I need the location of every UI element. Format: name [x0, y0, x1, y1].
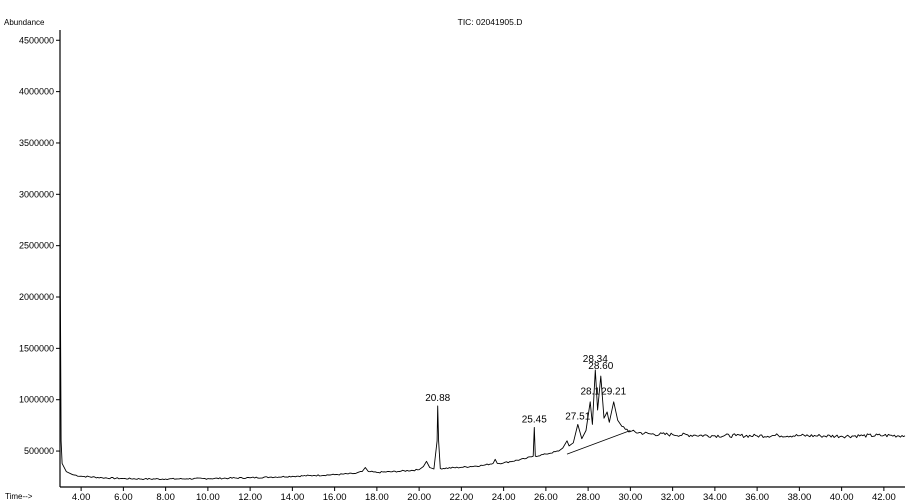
- x-tick-label: 26.00: [534, 492, 558, 503]
- x-tick-label: 16.00: [323, 492, 347, 503]
- y-tick-label: 3000000: [19, 189, 54, 199]
- peak-label: 25.45: [522, 414, 547, 425]
- y-tick-label: 1000000: [19, 395, 54, 405]
- x-tick-label: 22.00: [449, 492, 473, 503]
- peak-label: 27.51: [565, 411, 590, 422]
- x-tick-label: 32.00: [661, 492, 685, 503]
- x-tick-label: 42.00: [872, 492, 896, 503]
- y-tick-label: 3500000: [19, 138, 54, 148]
- peak-label: 28.60: [588, 361, 613, 372]
- peak-label: 20.88: [425, 393, 450, 404]
- peak-label: 28.34: [583, 354, 608, 365]
- x-axis-title: Time-->: [5, 492, 33, 501]
- y-ticks: 500000 1000000 1500000 2000000 2500000 300000…: [19, 35, 60, 456]
- x-tick-label: 18.00: [365, 492, 389, 503]
- axes: [59, 30, 905, 488]
- series: [59, 35, 906, 481]
- peak-label: 28.1: [581, 387, 601, 398]
- y-tick-label: 500000: [24, 446, 54, 456]
- y-tick-label: 4500000: [19, 35, 54, 45]
- x-tick-label: 34.00: [703, 492, 727, 503]
- x-tick-label: 24.00: [492, 492, 516, 503]
- x-tick-label: 28.00: [576, 492, 600, 503]
- y-tick-label: 4000000: [19, 87, 54, 97]
- y-tick-label: 1500000: [19, 343, 54, 353]
- x-tick-label: 20.00: [407, 492, 431, 503]
- x-tick-label: 38.00: [787, 492, 811, 503]
- y-tick-label: 2000000: [19, 292, 54, 302]
- x-tick-label: 30.00: [618, 492, 642, 503]
- peak-label: 29.21: [601, 387, 626, 398]
- y-tick-label: 2500000: [19, 241, 54, 251]
- x-tick-label: 8.00: [156, 492, 175, 503]
- x-tick-label: 10.00: [196, 492, 220, 503]
- x-tick-label: 6.00: [114, 492, 133, 503]
- x-tick-label: 36.00: [745, 492, 769, 503]
- x-tick-label: 40.00: [830, 492, 854, 503]
- tic-trace: [59, 35, 906, 481]
- chart-title: TIC: 02041905.D: [458, 17, 523, 27]
- x-ticks: 4.00 6.00 8.00 10.00 12.00 14.00 16.00 18.00 20.…: [72, 487, 896, 503]
- x-tick-label: 12.00: [238, 492, 262, 503]
- x-tick-label: 14.00: [280, 492, 304, 503]
- x-tick-label: 4.00: [72, 492, 91, 503]
- y-axis-title: Abundance: [4, 18, 45, 27]
- baseline-line: [566, 430, 631, 455]
